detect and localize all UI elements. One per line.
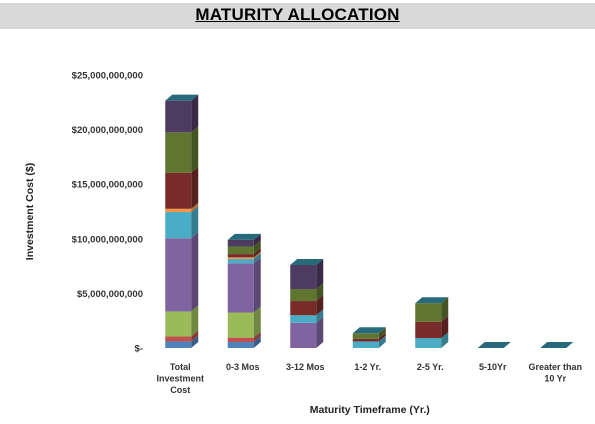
bar-top-cap <box>415 297 449 304</box>
bar-segment-side <box>441 315 449 339</box>
bar-segment <box>227 254 254 258</box>
bar-segment <box>165 341 192 348</box>
bar-segment-side <box>191 94 199 133</box>
bar-segment <box>415 338 442 348</box>
bar-segment <box>290 265 317 290</box>
y-tick-label: $25,000,000,000 <box>72 71 143 82</box>
bar-segment-side <box>253 306 261 338</box>
bar-segment-side <box>191 206 199 239</box>
title-bar: MATURITY ALLOCATION <box>0 3 595 29</box>
x-tick-label: 1-2 Yr. <box>354 362 381 372</box>
bar-segment-side <box>441 297 449 322</box>
x-tick-label: 0-3 Mos <box>226 362 260 372</box>
bar-segment <box>227 246 254 255</box>
bar-segment <box>227 239 254 247</box>
bar-segment <box>415 303 442 322</box>
bar-top-cap <box>165 94 199 101</box>
x-tick-label: 5-10Yr <box>479 362 507 372</box>
bar-segment-side <box>253 251 261 260</box>
bar-segment <box>227 259 254 264</box>
bar-segment <box>165 311 192 337</box>
bar-segment-side <box>253 248 261 258</box>
bar-segment <box>352 341 379 348</box>
bar-segment-side <box>253 253 261 264</box>
bar-segment <box>290 322 317 348</box>
bar-segment-side <box>191 126 199 173</box>
x-axis-title: Maturity Timeframe (Yr.) <box>310 404 430 416</box>
bar-top-cap <box>290 259 324 266</box>
bar-segment-side <box>316 316 324 348</box>
bar-segment-side <box>191 202 199 213</box>
bar-segment-side <box>316 309 324 323</box>
bar-segment <box>290 289 317 302</box>
bar-segment-side <box>441 332 449 348</box>
bar-segment-side <box>253 257 261 313</box>
bar-segment-side <box>191 232 199 312</box>
bar-top-cap <box>540 342 574 348</box>
bar-segment <box>165 212 192 239</box>
bar-top-cap <box>227 233 261 240</box>
bar-segment-side <box>378 332 386 342</box>
bar-segment <box>227 263 254 313</box>
x-tick-label: Total Investment Cost <box>156 362 204 395</box>
bar-segment <box>290 315 317 323</box>
bar-segment-side <box>253 240 261 255</box>
bar-top-cap <box>477 342 511 348</box>
bar-segment <box>165 100 192 133</box>
bar-segment <box>415 321 442 339</box>
y-tick-label: $20,000,000,000 <box>72 125 143 136</box>
y-tick-label: $- <box>135 344 143 355</box>
bar-segment-side <box>191 166 199 209</box>
bar-segment-side <box>191 335 199 348</box>
bar-segment <box>165 172 192 209</box>
bar-top-cap <box>352 327 386 334</box>
bar-segment <box>227 257 254 260</box>
bar-segment <box>352 333 379 339</box>
bar-segment-side <box>378 327 386 339</box>
x-tick-label: Greater than 10 Yr <box>528 362 582 384</box>
bar-segment <box>165 336 192 342</box>
bar-segment <box>165 208 192 213</box>
x-tick-label: 2-5 Yr. <box>417 362 444 372</box>
bar-segment-side <box>378 335 386 348</box>
y-axis-title: Investment Cost ($) <box>24 163 36 260</box>
bar-segment-side <box>316 283 324 302</box>
bar-segment-side <box>253 233 261 247</box>
x-tick-label: 3-12 Mos <box>286 362 325 372</box>
chart-title: MATURITY ALLOCATION <box>195 5 400 24</box>
y-tick-label: $10,000,000,000 <box>72 234 143 245</box>
bar-segment-side <box>191 330 199 342</box>
bar-segment <box>227 337 254 342</box>
bar-segment <box>165 238 192 312</box>
bar-segment <box>227 312 254 338</box>
y-tick-label: $15,000,000,000 <box>72 180 143 191</box>
bar-segment-side <box>191 305 199 337</box>
bar-segment <box>227 341 254 348</box>
y-tick-label: $5,000,000,000 <box>77 289 143 300</box>
bar-segment-side <box>316 259 324 290</box>
bar-segment <box>165 132 192 173</box>
bar-segment <box>352 338 379 342</box>
bar-segment-side <box>253 331 261 342</box>
bar-segment <box>290 301 317 316</box>
bar-segment-side <box>316 295 324 316</box>
bar-segment-side <box>253 335 261 348</box>
